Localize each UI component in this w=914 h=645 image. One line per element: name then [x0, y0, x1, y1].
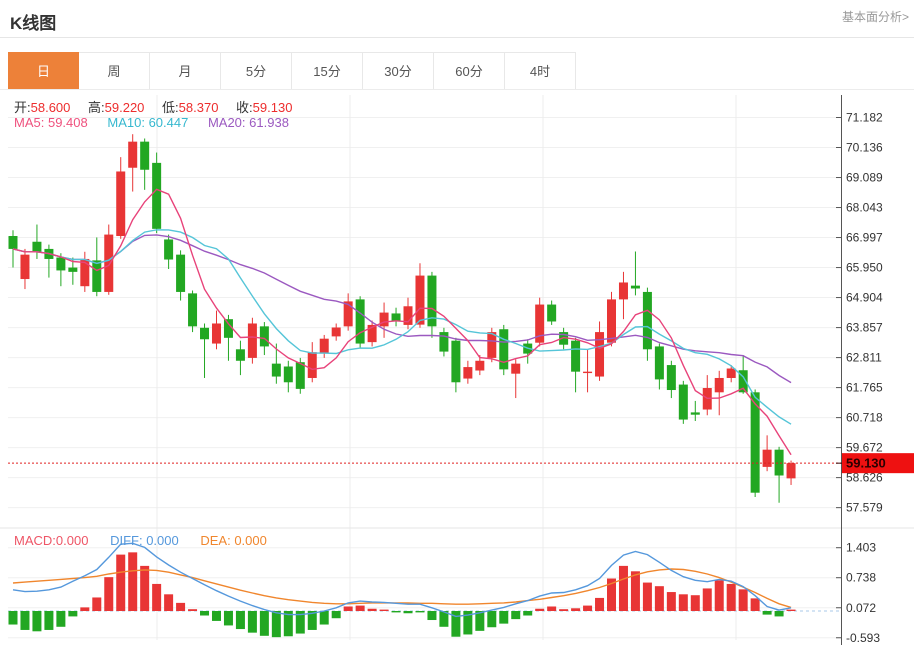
close-value: 59.130	[252, 100, 293, 115]
svg-text:68.043: 68.043	[846, 201, 883, 215]
tab-60min[interactable]: 60分	[434, 52, 505, 90]
tab-15min[interactable]: 15分	[292, 52, 363, 90]
open-label: 开:	[14, 100, 31, 115]
svg-text:58.626: 58.626	[846, 471, 883, 485]
ma10-value: MA10: 60.447	[107, 115, 189, 130]
svg-text:0.072: 0.072	[846, 601, 876, 615]
interval-tabs: 日 周 月 5分 15分 30分 60分 4时	[8, 52, 576, 90]
svg-text:70.136: 70.136	[846, 141, 883, 155]
tab-4hour[interactable]: 4时	[505, 52, 576, 90]
candlestick-chart[interactable]: 71.182 70.136 69.089 68.043 66.997 65.950 64.9…	[0, 90, 914, 645]
svg-text:66.997: 66.997	[846, 231, 883, 245]
low-label: 低:	[162, 100, 179, 115]
svg-text:69.089: 69.089	[846, 171, 883, 185]
svg-text:57.579: 57.579	[846, 501, 883, 515]
ma-row: MA5: 59.408 MA10: 60.447 MA20: 61.938	[14, 115, 289, 130]
svg-text:59.130: 59.130	[846, 456, 886, 471]
tab-30min[interactable]: 30分	[363, 52, 434, 90]
svg-text:65.950: 65.950	[846, 261, 883, 275]
high-value: 59.220	[104, 100, 145, 115]
tab-5min[interactable]: 5分	[221, 52, 292, 90]
low-value: 58.370	[178, 100, 219, 115]
macd-indicator-row: MACD:0.000 DIFF: 0.000 DEA: 0.000	[14, 533, 267, 548]
svg-text:1.403: 1.403	[846, 541, 876, 555]
high-label: 高:	[88, 100, 105, 115]
tabs-underline	[0, 89, 914, 90]
svg-text:60.718: 60.718	[846, 411, 883, 425]
diff-value: DIFF: 0.000	[110, 533, 179, 548]
ohlc-row: 开:58.600 高:59.220 低:58.370 收:59.130	[14, 97, 306, 116]
ma5-value: MA5: 59.408	[14, 115, 88, 130]
svg-text:0.738: 0.738	[846, 571, 876, 585]
open-value: 58.600	[30, 100, 71, 115]
svg-text:64.904: 64.904	[846, 291, 883, 305]
tab-day[interactable]: 日	[8, 52, 79, 90]
header: K线图 基本面分析>	[0, 0, 914, 38]
svg-text:63.857: 63.857	[846, 321, 883, 335]
fundamental-analysis-link[interactable]: 基本面分析>	[841, 10, 909, 24]
svg-text:62.811: 62.811	[846, 351, 882, 365]
macd-value: MACD:0.000	[14, 533, 89, 548]
page-title: K线图	[10, 14, 57, 33]
tab-week[interactable]: 周	[79, 52, 150, 90]
svg-text:59.672: 59.672	[846, 441, 883, 455]
tab-month[interactable]: 月	[150, 52, 221, 90]
ma20-value: MA20: 61.938	[207, 115, 289, 130]
svg-text:71.182: 71.182	[846, 111, 883, 125]
svg-text:61.765: 61.765	[846, 381, 883, 395]
svg-text:-0.593: -0.593	[846, 631, 880, 645]
dea-value: DEA: 0.000	[200, 533, 267, 548]
close-label: 收:	[236, 100, 253, 115]
